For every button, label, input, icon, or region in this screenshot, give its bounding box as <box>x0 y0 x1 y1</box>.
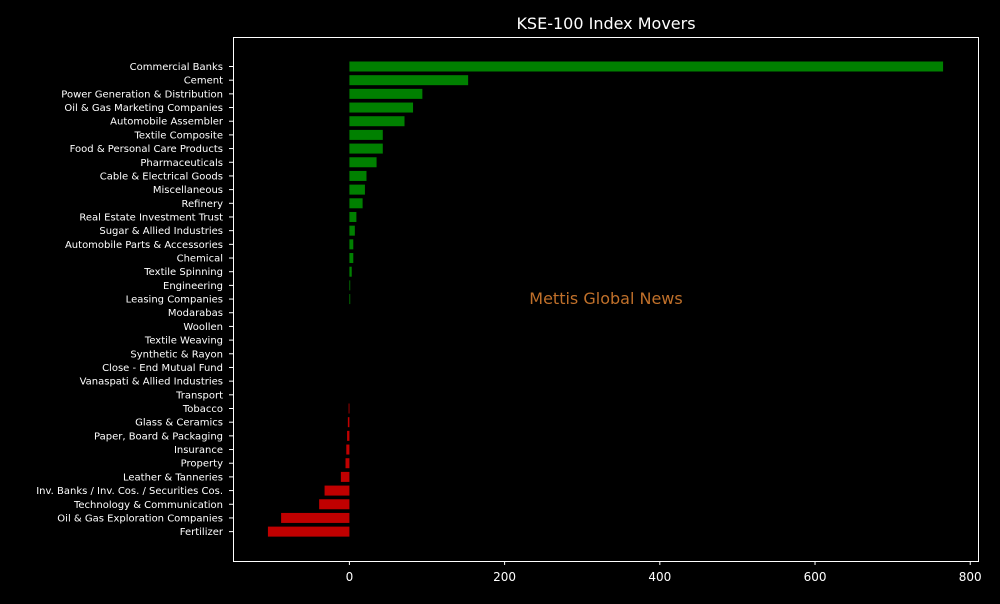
bar-miscellaneous <box>349 184 365 195</box>
watermark-text: Mettis Global News <box>529 289 682 308</box>
category-label: Commercial Banks <box>130 62 223 73</box>
category-label: Automobile Parts & Accessories <box>65 240 223 251</box>
bar-oil-gas-exploration-companies <box>281 512 350 523</box>
category-label: Fertilizer <box>180 527 224 538</box>
category-label: Textile Spinning <box>143 267 223 278</box>
category-label: Textile Composite <box>134 130 223 141</box>
bar-glass-ceramics <box>347 417 350 428</box>
category-label: Miscellaneous <box>153 185 223 196</box>
category-label: Transport <box>175 390 223 401</box>
category-label: Chemical <box>177 254 223 265</box>
category-label: Automobile Assembler <box>110 117 224 128</box>
category-label: Real Estate Investment Trust <box>79 212 223 223</box>
category-label: Cement <box>184 76 223 87</box>
category-label: Leasing Companies <box>126 295 223 306</box>
bar-leather-tanneries <box>340 471 350 482</box>
category-label: Glass & Ceramics <box>135 418 223 429</box>
bar-property <box>345 458 350 469</box>
category-label: Textile Weaving <box>144 336 223 347</box>
bars-layer <box>267 61 944 537</box>
bar-cable-electrical-goods <box>349 170 367 181</box>
category-label: Pharmaceuticals <box>140 158 223 169</box>
category-label: Woollen <box>183 322 223 333</box>
bar-cement <box>349 75 469 86</box>
category-label: Food & Personal Care Products <box>70 144 223 155</box>
bar-fertilizer <box>267 526 350 537</box>
category-label: Modarabas <box>168 308 223 319</box>
category-label: Vanaspati & Allied Industries <box>80 377 223 388</box>
category-label: Refinery <box>182 199 224 210</box>
category-label: Tobacco <box>182 404 223 415</box>
category-label: Power Generation & Distribution <box>61 89 223 100</box>
x-tick-label: 0 <box>346 570 354 584</box>
bar-chemical <box>349 253 354 264</box>
bar-power-generation-distribution <box>349 88 423 99</box>
bar-food-personal-care-products <box>349 143 383 154</box>
bar-refinery <box>349 198 363 209</box>
category-label: Inv. Banks / Inv. Cos. / Securities Cos. <box>36 486 223 497</box>
chart-title: KSE-100 Index Movers <box>516 14 695 33</box>
bar-automobile-assembler <box>349 116 405 127</box>
bar-tobacco <box>348 403 350 414</box>
bar-automobile-parts-accessories <box>349 239 354 250</box>
category-label: Property <box>181 459 223 470</box>
bar-technology-communication <box>319 499 350 510</box>
bar-real-estate-investment-trust <box>349 211 357 222</box>
category-label: Cable & Electrical Goods <box>100 171 223 182</box>
bar-oil-gas-marketing-companies <box>349 102 414 113</box>
category-label: Sugar & Allied Industries <box>99 226 223 237</box>
category-label: Technology & Communication <box>73 500 223 511</box>
bar-pharmaceuticals <box>349 157 377 168</box>
category-label: Close - End Mutual Fund <box>102 363 223 374</box>
category-label: Oil & Gas Marketing Companies <box>64 103 223 114</box>
bar-sugar-allied-industries <box>349 225 355 236</box>
category-label: Leather & Tanneries <box>123 472 223 483</box>
bar-engineering <box>349 280 351 291</box>
x-tick-label: 200 <box>493 570 516 584</box>
category-labels: Commercial Banks Cement Power Generation &… <box>36 62 233 538</box>
bar-insurance <box>346 444 350 455</box>
bar-paper-board-packaging <box>347 430 350 441</box>
x-axis-ticks: 0 200 400 600 800 <box>346 561 982 584</box>
x-tick-label: 600 <box>804 570 827 584</box>
bar-textile-composite <box>349 129 383 140</box>
x-tick-label: 800 <box>959 570 982 584</box>
bar-leasing-companies <box>349 294 351 305</box>
category-label: Paper, Board & Packaging <box>94 431 223 442</box>
category-label: Synthetic & Rayon <box>130 349 223 360</box>
category-label: Engineering <box>163 281 223 292</box>
plot-frame <box>233 37 979 562</box>
bar-commercial-banks <box>349 61 944 72</box>
x-tick-label: 400 <box>648 570 671 584</box>
bar-inv-banks-inv-cos-securities-cos <box>324 485 350 496</box>
category-label: Insurance <box>174 445 223 456</box>
bar-textile-spinning <box>349 266 352 277</box>
category-label: Oil & Gas Exploration Companies <box>57 513 223 524</box>
